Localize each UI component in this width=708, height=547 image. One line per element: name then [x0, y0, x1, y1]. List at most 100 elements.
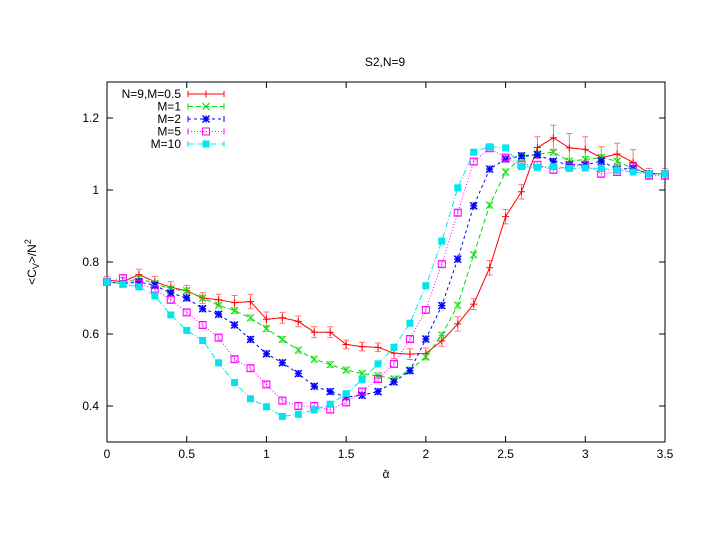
x-marker [469, 250, 478, 259]
star-marker [278, 358, 287, 367]
star-marker [517, 151, 526, 160]
legend-label: M=5 [157, 125, 181, 139]
filled-square-marker [215, 359, 223, 367]
y-tick-label: 0.8 [82, 255, 99, 269]
filled-square-marker [167, 311, 175, 319]
open-square-marker [421, 305, 430, 314]
series-1 [103, 148, 669, 383]
open-square-marker [278, 396, 287, 405]
x-tick-label: 2 [423, 447, 430, 461]
filled-square-marker [202, 140, 210, 148]
star-marker [246, 335, 255, 344]
series-line [106, 151, 665, 380]
series-2 [103, 150, 669, 401]
plus-marker [549, 134, 557, 142]
legend-errorbar [187, 128, 225, 135]
filled-square-marker [183, 326, 191, 334]
x-marker [310, 355, 319, 364]
star-marker [326, 387, 335, 396]
filled-square-marker [470, 148, 478, 156]
filled-square-marker [342, 390, 350, 398]
filled-square-marker [278, 412, 286, 420]
error-bar [215, 334, 222, 341]
open-square-marker [358, 387, 367, 396]
error-bar [263, 381, 270, 388]
plus-marker [470, 300, 478, 308]
legend-errorbar [187, 103, 225, 110]
open-square-marker [405, 335, 414, 344]
filled-square-marker [565, 164, 573, 172]
y-tick-label: 1.2 [82, 111, 99, 125]
x-marker [485, 201, 494, 209]
legend-label: M=10 [151, 137, 182, 151]
plus-marker [518, 188, 526, 196]
plot-frame [106, 81, 666, 443]
filled-square-marker [422, 282, 430, 290]
plus-marker [310, 328, 318, 336]
y-axis-label: <CV>/N2 [23, 239, 41, 285]
open-square-marker [214, 333, 223, 342]
filled-square-marker [661, 170, 669, 178]
error-bar [231, 355, 238, 363]
plus-marker [231, 299, 239, 307]
open-square-marker [230, 355, 239, 364]
filled-square-marker [199, 336, 207, 344]
error-bar [167, 296, 174, 304]
open-square-marker [374, 375, 383, 383]
filled-square-marker [310, 406, 318, 414]
star-marker [405, 366, 414, 375]
series-line [106, 137, 665, 355]
filled-square-marker [326, 400, 334, 408]
x-marker [422, 353, 430, 361]
error-bar [454, 209, 461, 217]
series-3 [103, 144, 669, 414]
filled-square-marker [454, 184, 462, 192]
open-square-marker [437, 260, 446, 269]
error-bar [438, 260, 445, 268]
plus-marker [342, 340, 350, 348]
filled-square-marker [151, 292, 159, 300]
chart-title: S2,N=9 [365, 55, 406, 69]
star-marker [533, 150, 542, 159]
open-square-marker [389, 359, 398, 368]
filled-square-marker [358, 376, 366, 384]
filled-square-marker [581, 164, 589, 172]
error-bar [247, 364, 254, 372]
x-marker [214, 301, 223, 310]
y-tick-label: 1 [92, 183, 99, 197]
error-bar [343, 399, 350, 406]
x-marker [246, 313, 255, 322]
star-marker [374, 387, 383, 396]
legend-label: N=9,M=0.5 [122, 87, 182, 101]
open-square-marker [262, 380, 271, 389]
star-marker [549, 157, 558, 166]
y-axis-label-part: V [31, 263, 41, 269]
open-square-marker [342, 398, 351, 407]
plus-marker [613, 150, 621, 158]
filled-square-marker [613, 166, 621, 174]
star-marker [453, 255, 462, 264]
filled-square-marker [231, 379, 239, 387]
filled-square-marker [103, 278, 111, 286]
y-axis-label-part: 2 [23, 239, 33, 244]
filled-square-marker [629, 168, 637, 176]
star-marker [202, 115, 210, 123]
plus-marker [502, 213, 510, 221]
x-tick-label: 1.5 [338, 447, 355, 461]
error-bar [422, 306, 429, 314]
open-square-marker [294, 402, 303, 410]
plus-marker [326, 328, 334, 336]
error-bar [359, 388, 366, 395]
y-axis-label-part: >/N [25, 244, 39, 263]
plus-marker [374, 343, 382, 351]
x-marker [326, 360, 335, 369]
star-marker [166, 288, 175, 297]
star-marker [262, 349, 271, 358]
plus-marker [246, 298, 254, 306]
filled-square-marker [502, 144, 510, 152]
series-line [106, 147, 665, 411]
x-marker [262, 324, 271, 333]
x-marker [453, 301, 462, 310]
